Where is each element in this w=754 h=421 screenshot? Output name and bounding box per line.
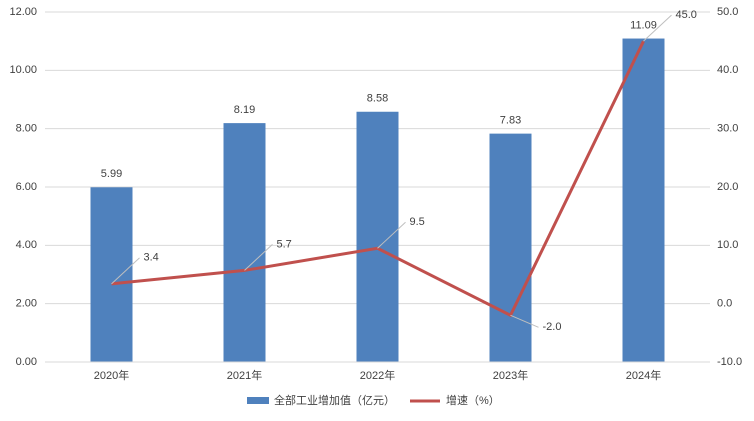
y2-tick-label: 10.0	[717, 239, 738, 251]
bar-value-label: 5.99	[101, 168, 122, 180]
x-tick-label: 2022年	[360, 368, 395, 382]
x-tick-label: 2021年	[227, 368, 262, 382]
line-value-label: 5.7	[277, 238, 292, 250]
y2-tick-label: 0.0	[717, 298, 732, 310]
y-tick-label: 12.00	[9, 6, 37, 18]
leader-line	[643, 14, 672, 42]
bar-value-label: 11.09	[630, 19, 657, 31]
bar	[223, 123, 266, 362]
leader-line	[244, 244, 273, 271]
y-tick-label: 6.00	[16, 181, 37, 193]
bar	[489, 133, 532, 362]
legend-swatch	[247, 397, 269, 404]
line-value-label: 45.0	[676, 9, 697, 21]
y-tick-label: 4.00	[16, 239, 37, 251]
y2-tick-label: -10.0	[717, 356, 742, 368]
y-tick-label: 10.00	[9, 64, 37, 76]
bar	[90, 187, 133, 362]
x-tick-label: 2020年	[94, 368, 129, 382]
bar-value-label: 7.83	[500, 115, 521, 127]
legend-label: 全部工业增加值（亿元）	[274, 393, 395, 407]
leader-line	[111, 257, 140, 285]
bar-value-label: 8.58	[367, 93, 388, 105]
y2-tick-label: 20.0	[717, 181, 738, 193]
y2-tick-label: 40.0	[717, 64, 738, 76]
x-tick-label: 2024年	[626, 368, 661, 382]
bar	[622, 38, 665, 363]
y2-tick-label: 50.0	[717, 6, 738, 18]
line-value-label: 3.4	[144, 252, 159, 264]
leader-line	[377, 221, 406, 249]
y-tick-label: 2.00	[16, 298, 37, 310]
y-tick-label: 0.00	[16, 356, 37, 368]
leader-line	[510, 314, 539, 328]
line-value-label: -2.0	[543, 321, 562, 333]
line-value-label: 9.5	[410, 216, 425, 228]
bar	[356, 111, 399, 362]
x-tick-label: 2023年	[493, 368, 528, 382]
y2-tick-label: 30.0	[717, 123, 738, 135]
y-tick-label: 8.00	[16, 123, 37, 135]
bar-value-label: 8.19	[234, 104, 255, 116]
legend-label: 增速（%）	[446, 393, 500, 407]
